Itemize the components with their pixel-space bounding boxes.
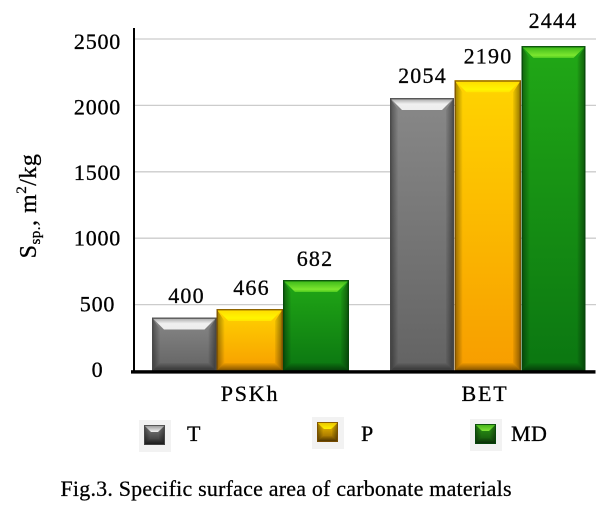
svg-text:2190: 2190 <box>464 44 513 69</box>
svg-text:T: T <box>187 421 201 446</box>
svg-text:Fig.3. Specific surface area o: Fig.3. Specific surface area of carbonat… <box>61 476 512 501</box>
svg-text:Ssp., m2/kg: Ssp., m2/kg <box>14 154 44 259</box>
svg-text:P: P <box>361 421 373 446</box>
svg-text:MD: MD <box>511 421 547 446</box>
svg-text:2500: 2500 <box>74 29 121 54</box>
svg-text:2444: 2444 <box>529 8 578 33</box>
svg-text:400: 400 <box>168 283 205 308</box>
svg-text:BET: BET <box>462 381 509 406</box>
svg-text:2054: 2054 <box>398 63 447 88</box>
svg-text:1000: 1000 <box>74 226 121 251</box>
svg-text:466: 466 <box>233 275 270 300</box>
svg-text:1500: 1500 <box>74 160 121 185</box>
svg-text:682: 682 <box>297 246 334 271</box>
svg-text:0: 0 <box>92 357 104 382</box>
svg-text:2000: 2000 <box>74 95 121 120</box>
svg-text:PSKh: PSKh <box>221 381 280 406</box>
svg-text:500: 500 <box>80 291 115 316</box>
